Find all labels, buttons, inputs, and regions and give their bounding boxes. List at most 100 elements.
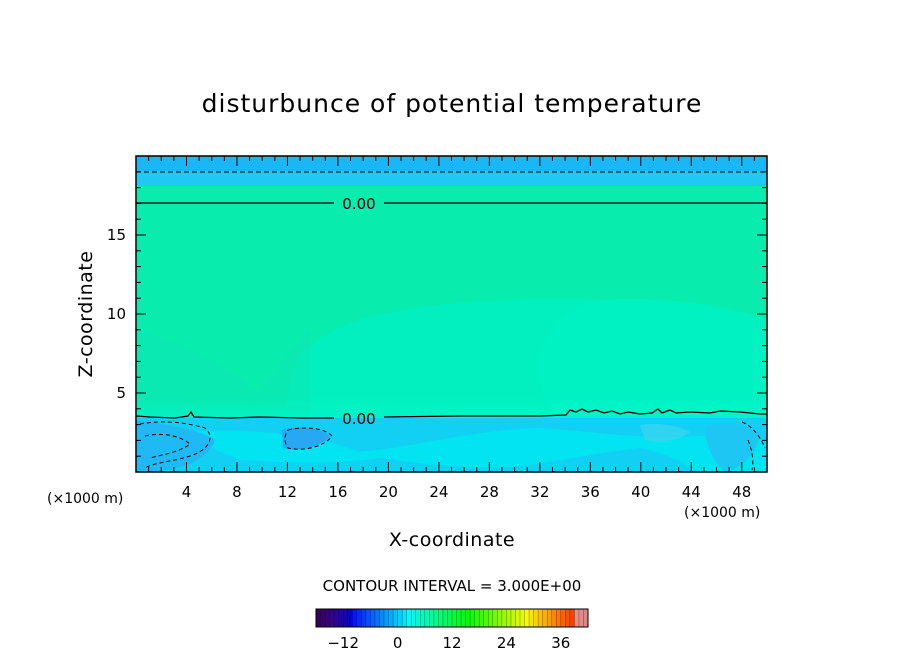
colorbar-ticks: −12 0 12 24 36 [327, 634, 570, 652]
colorbar-tick-label: 24 [497, 634, 516, 652]
colorbar-cell [497, 609, 503, 627]
colorbar-tick-label: 36 [551, 634, 570, 652]
colorbar-tick-label: 0 [393, 634, 403, 652]
field-lower-patch-a [136, 420, 215, 472]
colorbar-cell [529, 609, 534, 627]
y-axis-ticks: 5 10 15 [107, 171, 767, 457]
colorbar-cell [515, 609, 521, 627]
colorbar-cell [429, 609, 435, 627]
colorbar-cell [456, 609, 462, 627]
field-upper-band [136, 171, 767, 187]
x-tick-label: 20 [379, 483, 398, 501]
colorbar-cell [320, 609, 326, 627]
colorbar-cell [583, 609, 589, 627]
colorbar-cell [488, 609, 494, 627]
colorbar-cell [374, 609, 380, 627]
colorbar-cell [415, 609, 421, 627]
x-axis-label: X-coordinate [389, 529, 515, 551]
colorbar-cell [365, 609, 371, 627]
colorbar-cell [551, 609, 557, 627]
colorbar-cell [438, 609, 444, 627]
colorbar-cell [442, 609, 448, 627]
colorbar-cell [329, 609, 335, 627]
colorbar-cell [483, 609, 489, 627]
field-lower-patch-c [705, 423, 760, 472]
colorbar-cell [325, 609, 330, 627]
colorbar-cell [388, 609, 394, 627]
colorbar-cell [470, 609, 476, 627]
colorbar-cell [565, 609, 571, 627]
colorbar-cell [474, 609, 480, 627]
x-axis-ticks: 4 8 12 16 20 24 28 32 36 40 44 48 [148, 156, 755, 501]
contour-lower-zero-left [136, 410, 334, 419]
colorbar-cell [479, 609, 485, 627]
x-tick-label: 44 [682, 483, 701, 501]
colorbar-cell [424, 609, 430, 627]
colorbar-cell [542, 609, 548, 627]
colorbar-cell [569, 609, 575, 627]
contour-dashed-a [139, 421, 211, 469]
field-lower-patch-b [282, 427, 330, 450]
colorbar-frame [315, 608, 589, 628]
colorbar-cell [574, 609, 580, 627]
colorbar-cell [461, 609, 466, 627]
contour-lower-zero-right [383, 408, 767, 418]
colorbar-cell [347, 609, 353, 627]
colorbar-cell [520, 609, 525, 627]
colorbar-cell [420, 609, 426, 627]
chart-title: disturbunce of potential temperature [202, 89, 703, 118]
y-tick-label: 15 [107, 226, 126, 244]
colorbar-cell [501, 609, 507, 627]
colorbar-cell [334, 609, 340, 627]
x-tick-label: 40 [631, 483, 650, 501]
x-unit-right: (×1000 m) [684, 505, 760, 521]
y-tick-label: 10 [107, 305, 126, 323]
colorbar-cell [510, 609, 516, 627]
contour-dashed-d [741, 421, 766, 449]
colorbar-cell [492, 609, 498, 627]
colorbar-cell [370, 609, 376, 627]
y-tick-label: 5 [116, 384, 126, 402]
field-lower-patch-d [640, 423, 690, 442]
x-tick-label: 12 [278, 483, 297, 501]
contour-interval-text: CONTOUR INTERVAL = 3.000E+00 [323, 577, 582, 595]
contour-dashed-e [747, 439, 754, 471]
colorbar-cell [406, 609, 412, 627]
colorbar-cell [384, 609, 389, 627]
x-tick-label: 4 [182, 483, 192, 501]
colorbar-cell [465, 609, 471, 627]
colorbar-tick-label: −12 [327, 634, 359, 652]
colorbar-tick-label: 12 [442, 634, 461, 652]
colorbar-cell [402, 609, 408, 627]
x-tick-label: 36 [581, 483, 600, 501]
contour-label-upper: 0.00 [342, 195, 375, 213]
colorbar [315, 609, 589, 627]
colorbar-cell [538, 609, 544, 627]
colorbar-cell [533, 609, 539, 627]
contour-label-lower: 0.00 [342, 410, 375, 428]
colorbar-cell [316, 609, 321, 627]
colorbar-cell [379, 609, 385, 627]
y-axis-label: Z-coordinate [75, 251, 97, 378]
colorbar-cell [397, 609, 403, 627]
x-tick-label: 28 [480, 483, 499, 501]
x-tick-label: 16 [328, 483, 347, 501]
x-unit-left: (×1000 m) [47, 491, 123, 507]
field-lower-cyan [190, 428, 767, 472]
colorbar-cell [506, 609, 512, 627]
field-top-band [136, 156, 767, 172]
colorbar-cell [556, 609, 562, 627]
field-lower-fade [136, 395, 767, 418]
colorbar-cell [352, 609, 358, 627]
colorbar-cell [361, 609, 367, 627]
colorbar-cell [393, 609, 398, 627]
colorbar-cell [524, 609, 530, 627]
x-tick-label: 48 [732, 483, 751, 501]
colorbar-cell [338, 609, 344, 627]
colorbar-cell [560, 609, 566, 627]
field-interior-central [285, 299, 767, 418]
x-tick-label: 32 [530, 483, 549, 501]
colorbar-cell [356, 609, 362, 627]
x-tick-label: 8 [232, 483, 242, 501]
